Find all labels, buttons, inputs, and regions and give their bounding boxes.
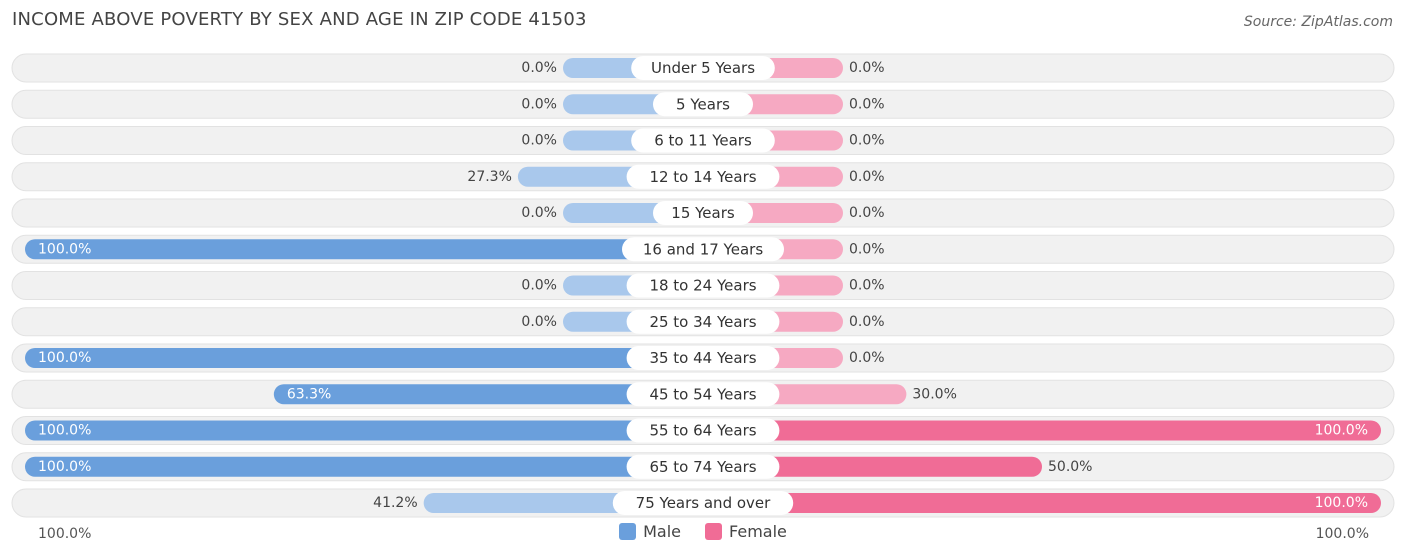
category-label: 6 to 11 Years [654, 132, 752, 150]
category-label-bg [653, 201, 753, 225]
bar-male [25, 239, 703, 260]
value-label-male: 0.0% [521, 60, 557, 76]
bar-female [703, 456, 1042, 477]
axis-label-left: 100.0% [38, 526, 92, 542]
value-label-male: 63.3% [287, 386, 331, 402]
chart-title: INCOME ABOVE POVERTY BY SEX AND AGE IN Z… [12, 9, 587, 30]
value-label-male: 100.0% [38, 459, 91, 475]
diverging-bar-chart: Under 5 Years 0.0% 0.0% 5 Years 0.0% 0.0% 6 to… [11, 53, 1395, 518]
category-label: 5 Years [676, 95, 730, 113]
value-label-male: 0.0% [521, 205, 557, 221]
category-label: 18 to 24 Years [649, 277, 756, 295]
value-label-female: 0.0% [849, 350, 885, 366]
source-credit: Source: ZipAtlas.com [1243, 14, 1393, 30]
bar-male [25, 420, 703, 441]
value-label-male: 27.3% [467, 169, 511, 185]
value-label-female: 50.0% [1048, 459, 1092, 475]
value-label-female: 0.0% [849, 278, 885, 294]
category-label-bg [622, 237, 784, 262]
value-label-female: 100.0% [1315, 423, 1368, 439]
legend-label-female: Female [729, 522, 787, 541]
category-label: 15 Years [671, 204, 735, 222]
value-label-female: 100.0% [1315, 495, 1368, 511]
value-label-female: 30.0% [912, 386, 956, 402]
axis-label-right: 100.0% [1315, 526, 1369, 542]
value-label-male: 0.0% [521, 133, 557, 149]
legend-item-male: Male [619, 522, 681, 541]
category-label: 75 Years and over [636, 494, 771, 512]
value-label-male: 0.0% [521, 278, 557, 294]
value-label-male: 41.2% [373, 495, 417, 511]
category-label: 45 to 54 Years [649, 385, 756, 403]
category-label-bg [626, 418, 780, 443]
category-label: 12 to 14 Years [649, 168, 756, 186]
legend-swatch-female [705, 523, 723, 540]
legend-swatch-male [619, 523, 637, 540]
value-label-female: 0.0% [849, 169, 885, 185]
category-label-bg [626, 346, 780, 370]
value-label-female: 0.0% [849, 241, 885, 257]
category-label-bg [626, 164, 780, 189]
legend: Male Female [0, 522, 1406, 541]
bar-female [703, 420, 1381, 441]
category-label-bg [631, 128, 775, 153]
value-label-female: 0.0% [849, 60, 885, 76]
category-label-bg [626, 454, 780, 479]
category-label-bg [626, 382, 780, 407]
value-label-female: 0.0% [849, 314, 885, 330]
legend-item-female: Female [705, 522, 787, 541]
value-label-male: 100.0% [38, 423, 91, 439]
value-label-female: 0.0% [849, 96, 885, 112]
bar-female [703, 493, 1381, 513]
category-label: 55 to 64 Years [649, 422, 756, 440]
category-label-bg [626, 309, 780, 334]
category-label: 35 to 44 Years [649, 349, 756, 367]
bar-male [25, 348, 703, 368]
category-label-bg [653, 92, 753, 117]
value-label-female: 0.0% [849, 133, 885, 149]
value-label-male: 100.0% [38, 350, 91, 366]
category-label: Under 5 Years [651, 59, 755, 77]
value-label-female: 0.0% [849, 205, 885, 221]
bar-male [25, 456, 703, 477]
value-label-male: 0.0% [521, 96, 557, 112]
category-label: 25 to 34 Years [649, 313, 756, 331]
category-label-bg [612, 491, 794, 515]
category-label: 16 and 17 Years [643, 240, 763, 258]
category-label-bg [626, 273, 780, 298]
bar-male [273, 384, 703, 405]
value-label-male: 100.0% [38, 241, 91, 257]
category-label: 65 to 74 Years [649, 458, 756, 476]
legend-label-male: Male [643, 522, 682, 541]
value-label-male: 0.0% [521, 314, 557, 330]
category-label-bg [631, 56, 775, 80]
